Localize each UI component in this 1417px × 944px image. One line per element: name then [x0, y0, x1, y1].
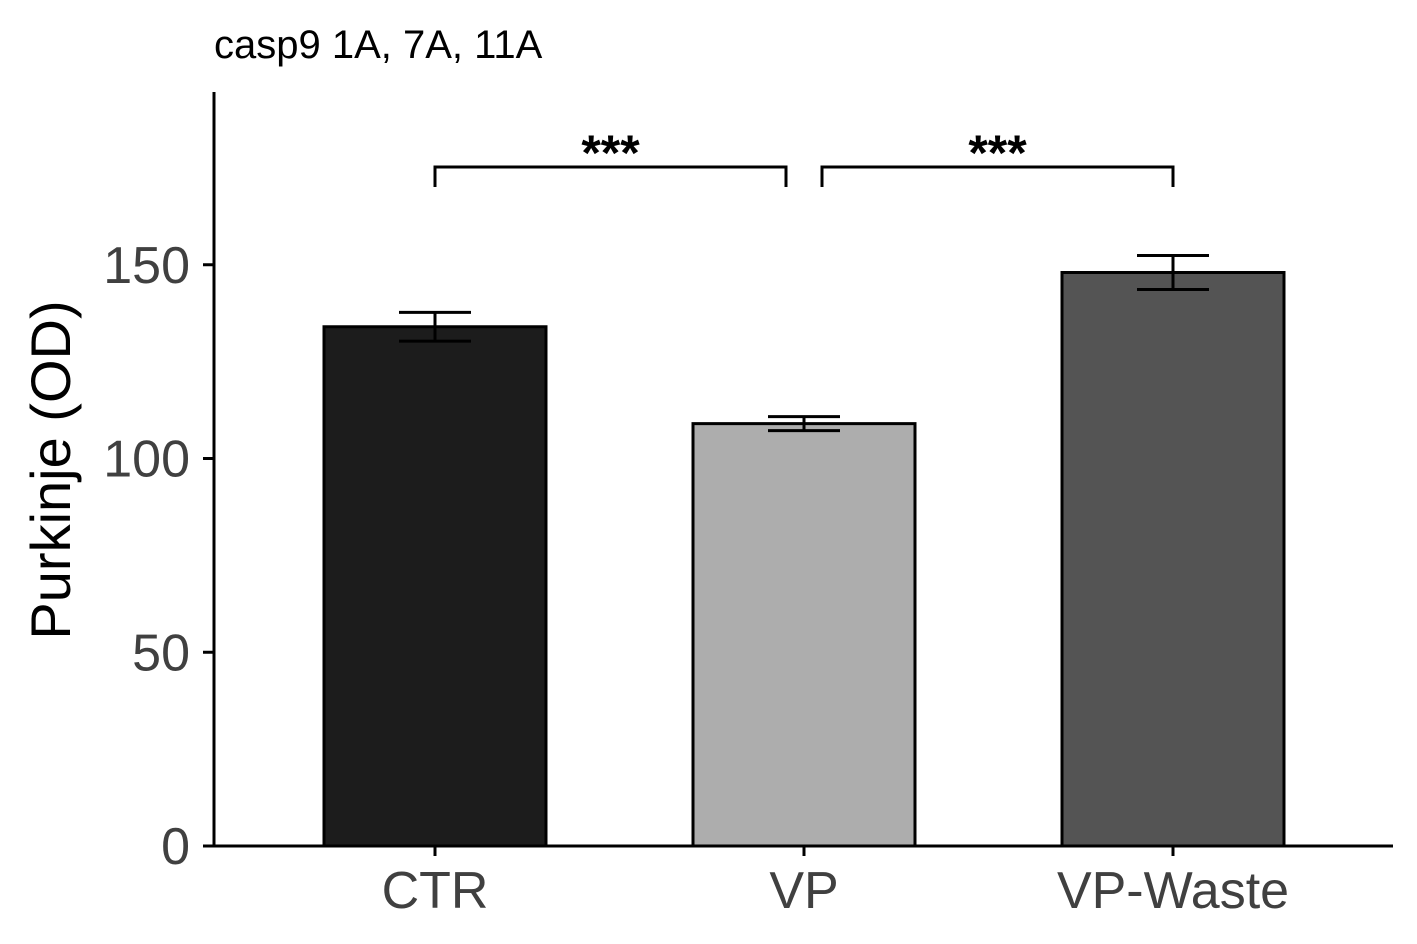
chart-title: casp9 1A, 7A, 11A — [214, 23, 543, 67]
significance-layer: *** *** — [433, 125, 1175, 187]
bar-vp — [691, 422, 917, 848]
error-bar-vp — [768, 415, 840, 433]
significance-bracket — [433, 165, 788, 187]
x-tick-label: VP — [769, 862, 838, 920]
significance-bracket — [820, 165, 1175, 187]
error-bars-layer — [399, 253, 1209, 433]
y-ticks: 0 50 100 150 — [103, 237, 214, 876]
x-tick-label: VP-Waste — [1057, 862, 1289, 920]
y-axis-title: Purkinje (OD) — [19, 300, 82, 639]
bar-vp-waste — [1060, 271, 1286, 848]
significance-label: *** — [581, 125, 640, 181]
error-bar-ctr — [399, 310, 471, 343]
y-tick-label: 150 — [103, 237, 190, 295]
y-tick-label: 0 — [161, 818, 190, 876]
y-tick-label: 50 — [132, 624, 190, 682]
x-tick-label: CTR — [382, 862, 489, 920]
x-ticks: CTR VP VP-Waste — [382, 846, 1289, 920]
y-tick-label: 100 — [103, 431, 190, 489]
bars-layer — [322, 271, 1286, 848]
significance-label: *** — [968, 125, 1027, 181]
error-bar-vp-waste — [1137, 253, 1209, 292]
bar-ctr — [322, 325, 548, 848]
